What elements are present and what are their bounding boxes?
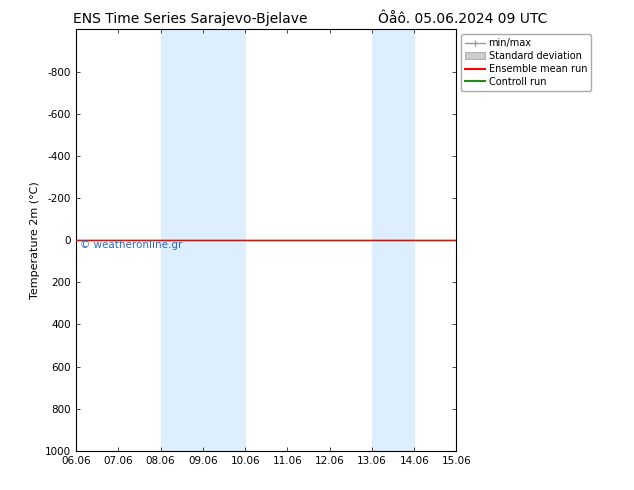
Y-axis label: Temperature 2m (°C): Temperature 2m (°C) [30,181,39,299]
Text: Ôåô. 05.06.2024 09 UTC: Ôåô. 05.06.2024 09 UTC [378,12,548,26]
Bar [372,29,414,451]
Text: © weatheronline.gr: © weatheronline.gr [80,240,182,250]
Legend: min/max, Standard deviation, Ensemble mean run, Controll run: min/max, Standard deviation, Ensemble me… [462,34,591,91]
Text: ENS Time Series Sarajevo-Bjelave: ENS Time Series Sarajevo-Bjelave [73,12,307,26]
Bar [160,29,245,451]
